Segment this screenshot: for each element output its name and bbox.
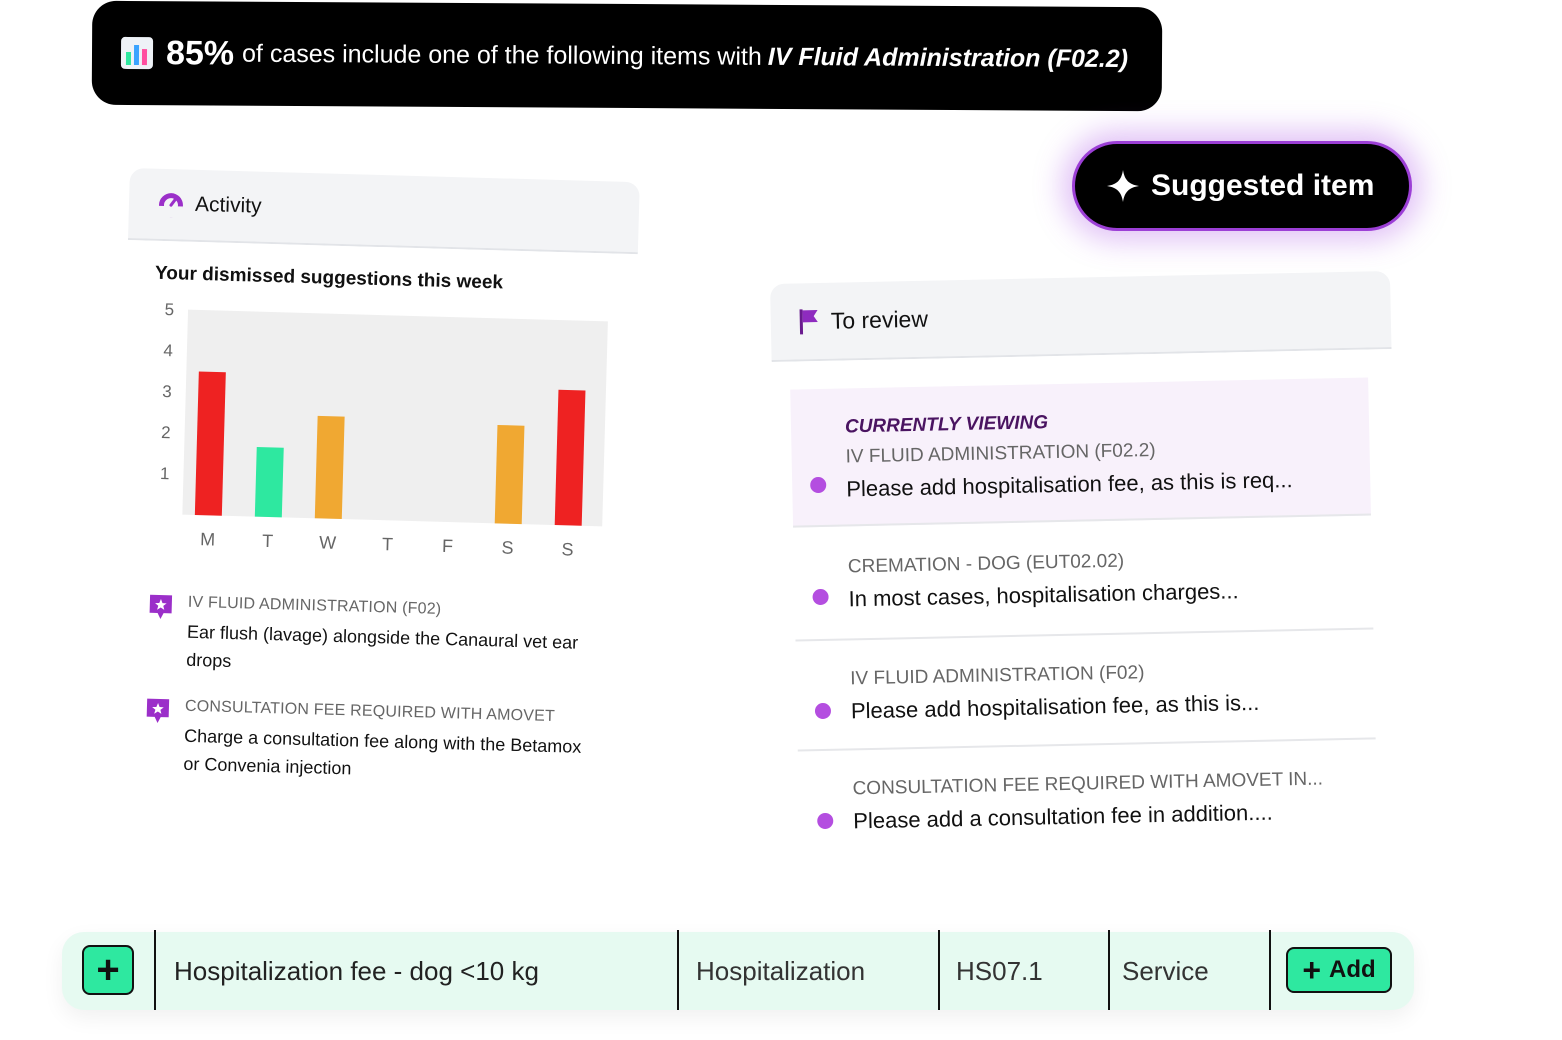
item-category: Hospitalization <box>696 955 866 986</box>
suggested-item-button[interactable]: Suggested item <box>1072 141 1412 231</box>
suggested-item-row: + Hospitalization fee - dog <10 kg Hospi… <box>62 930 1414 1010</box>
activity-title: Activity <box>194 192 262 218</box>
column-divider <box>938 930 940 1010</box>
activity-card: Activity Your dismissed suggestions this… <box>112 168 642 822</box>
x-tick-label: M <box>200 529 216 549</box>
message-star-icon <box>146 698 170 723</box>
suggestion-title: CONSULTATION FEE REQUIRED WITH AMOVET <box>184 697 556 726</box>
banner-percent: 85% <box>165 33 235 73</box>
review-item-code: IV FLUID ADMINISTRATION (F02.2) <box>845 439 1156 468</box>
status-dot <box>817 812 834 830</box>
review-item-code: IV FLUID ADMINISTRATION (F02) <box>850 662 1145 690</box>
banner-item: IV Fluid Administration (F02.2) <box>767 42 1129 73</box>
bar-5 <box>494 424 525 525</box>
x-tick-label: W <box>319 532 337 552</box>
y-tick-label: 1 <box>160 464 170 483</box>
review-item[interactable]: CREMATION - DOG (EUT02.02) In most cases… <box>793 515 1374 642</box>
chart-plot-area <box>182 309 608 527</box>
column-divider <box>154 930 156 1010</box>
item-type: Service <box>1122 955 1209 986</box>
expand-plus-button[interactable]: + <box>82 945 134 995</box>
gauge-icon <box>158 193 183 218</box>
review-item-message: Please add a consultation fee in additio… <box>852 799 1273 834</box>
add-button-label: Add <box>1329 956 1376 983</box>
to-review-header: To review <box>770 271 1392 362</box>
status-dot <box>810 476 827 494</box>
column-divider <box>1269 930 1271 1010</box>
y-tick-label: 2 <box>161 423 171 442</box>
bar-6 <box>554 389 586 526</box>
column-divider <box>1108 930 1110 1010</box>
currently-viewing-label: CURRENTLY VIEWING <box>844 412 1049 438</box>
column-divider <box>677 930 679 1010</box>
suggested-item-label: Suggested item <box>1151 169 1375 202</box>
review-item-code: CREMATION - DOG (EUT02.02) <box>847 550 1125 578</box>
message-star-icon <box>149 594 173 620</box>
review-item[interactable]: CONSULTATION FEE REQUIRED WITH AMOVET IN… <box>798 739 1378 861</box>
to-review-title: To review <box>830 305 929 334</box>
suggestion-body: Ear flush (lavage) alongside the Canaura… <box>186 621 579 672</box>
review-item-code: CONSULTATION FEE REQUIRED WITH AMOVET IN… <box>852 768 1324 800</box>
y-tick-label: 3 <box>162 382 172 401</box>
x-tick-label: F <box>442 536 454 556</box>
review-item-current[interactable]: CURRENTLY VIEWING IV FLUID ADMINISTRATIO… <box>790 377 1371 528</box>
stats-banner: 85% of cases include one of the followin… <box>91 0 1163 112</box>
add-button[interactable]: + Add <box>1286 947 1392 993</box>
x-tick-label: T <box>262 531 274 551</box>
x-tick-label: S <box>501 538 514 558</box>
review-item-message: Please add hospitalisation fee, as this … <box>846 467 1293 502</box>
item-code: HS07.1 <box>956 955 1043 986</box>
bar-0 <box>194 371 226 516</box>
x-tick-label: S <box>561 539 574 559</box>
bar-2 <box>314 415 345 520</box>
status-dot <box>814 702 832 720</box>
banner-text: of cases include one of the following it… <box>241 39 762 71</box>
dismissed-suggestion-2[interactable]: CONSULTATION FEE REQUIRED WITH AMOVET Ch… <box>145 697 585 778</box>
activity-subtitle: Your dismissed suggestions this week <box>154 262 504 294</box>
flag-icon <box>799 309 818 335</box>
activity-header: Activity <box>127 168 640 255</box>
status-dot <box>812 588 829 606</box>
plus-icon: + <box>1302 952 1322 988</box>
suggestion-body: Charge a consultation fee along with the… <box>183 725 582 779</box>
review-item-message: Please add hospitalisation fee, as this … <box>850 689 1260 724</box>
review-item[interactable]: IV FLUID ADMINISTRATION (F02) Please add… <box>795 629 1376 752</box>
y-tick-label: 5 <box>164 300 174 319</box>
bar-chart-icon <box>120 36 154 70</box>
y-tick-label: 4 <box>163 341 173 360</box>
sparkle-icon <box>1107 170 1139 202</box>
review-item-message: In most cases, hospitalisation charges..… <box>848 578 1239 612</box>
item-name: Hospitalization fee - dog <10 kg <box>174 955 539 986</box>
suggestion-title: IV FLUID ADMINISTRATION (F02) <box>187 593 442 618</box>
dismissed-suggestion-1[interactable]: IV FLUID ADMINISTRATION (F02) Ear flush … <box>148 593 588 671</box>
dismissed-bar-chart: 1 2 3 4 5 M T W T F S S <box>160 300 608 560</box>
to-review-card: To review CURRENTLY VIEWING IV FLUID ADM… <box>770 271 1404 884</box>
x-tick-label: T <box>382 534 394 554</box>
bar-1 <box>254 446 284 518</box>
